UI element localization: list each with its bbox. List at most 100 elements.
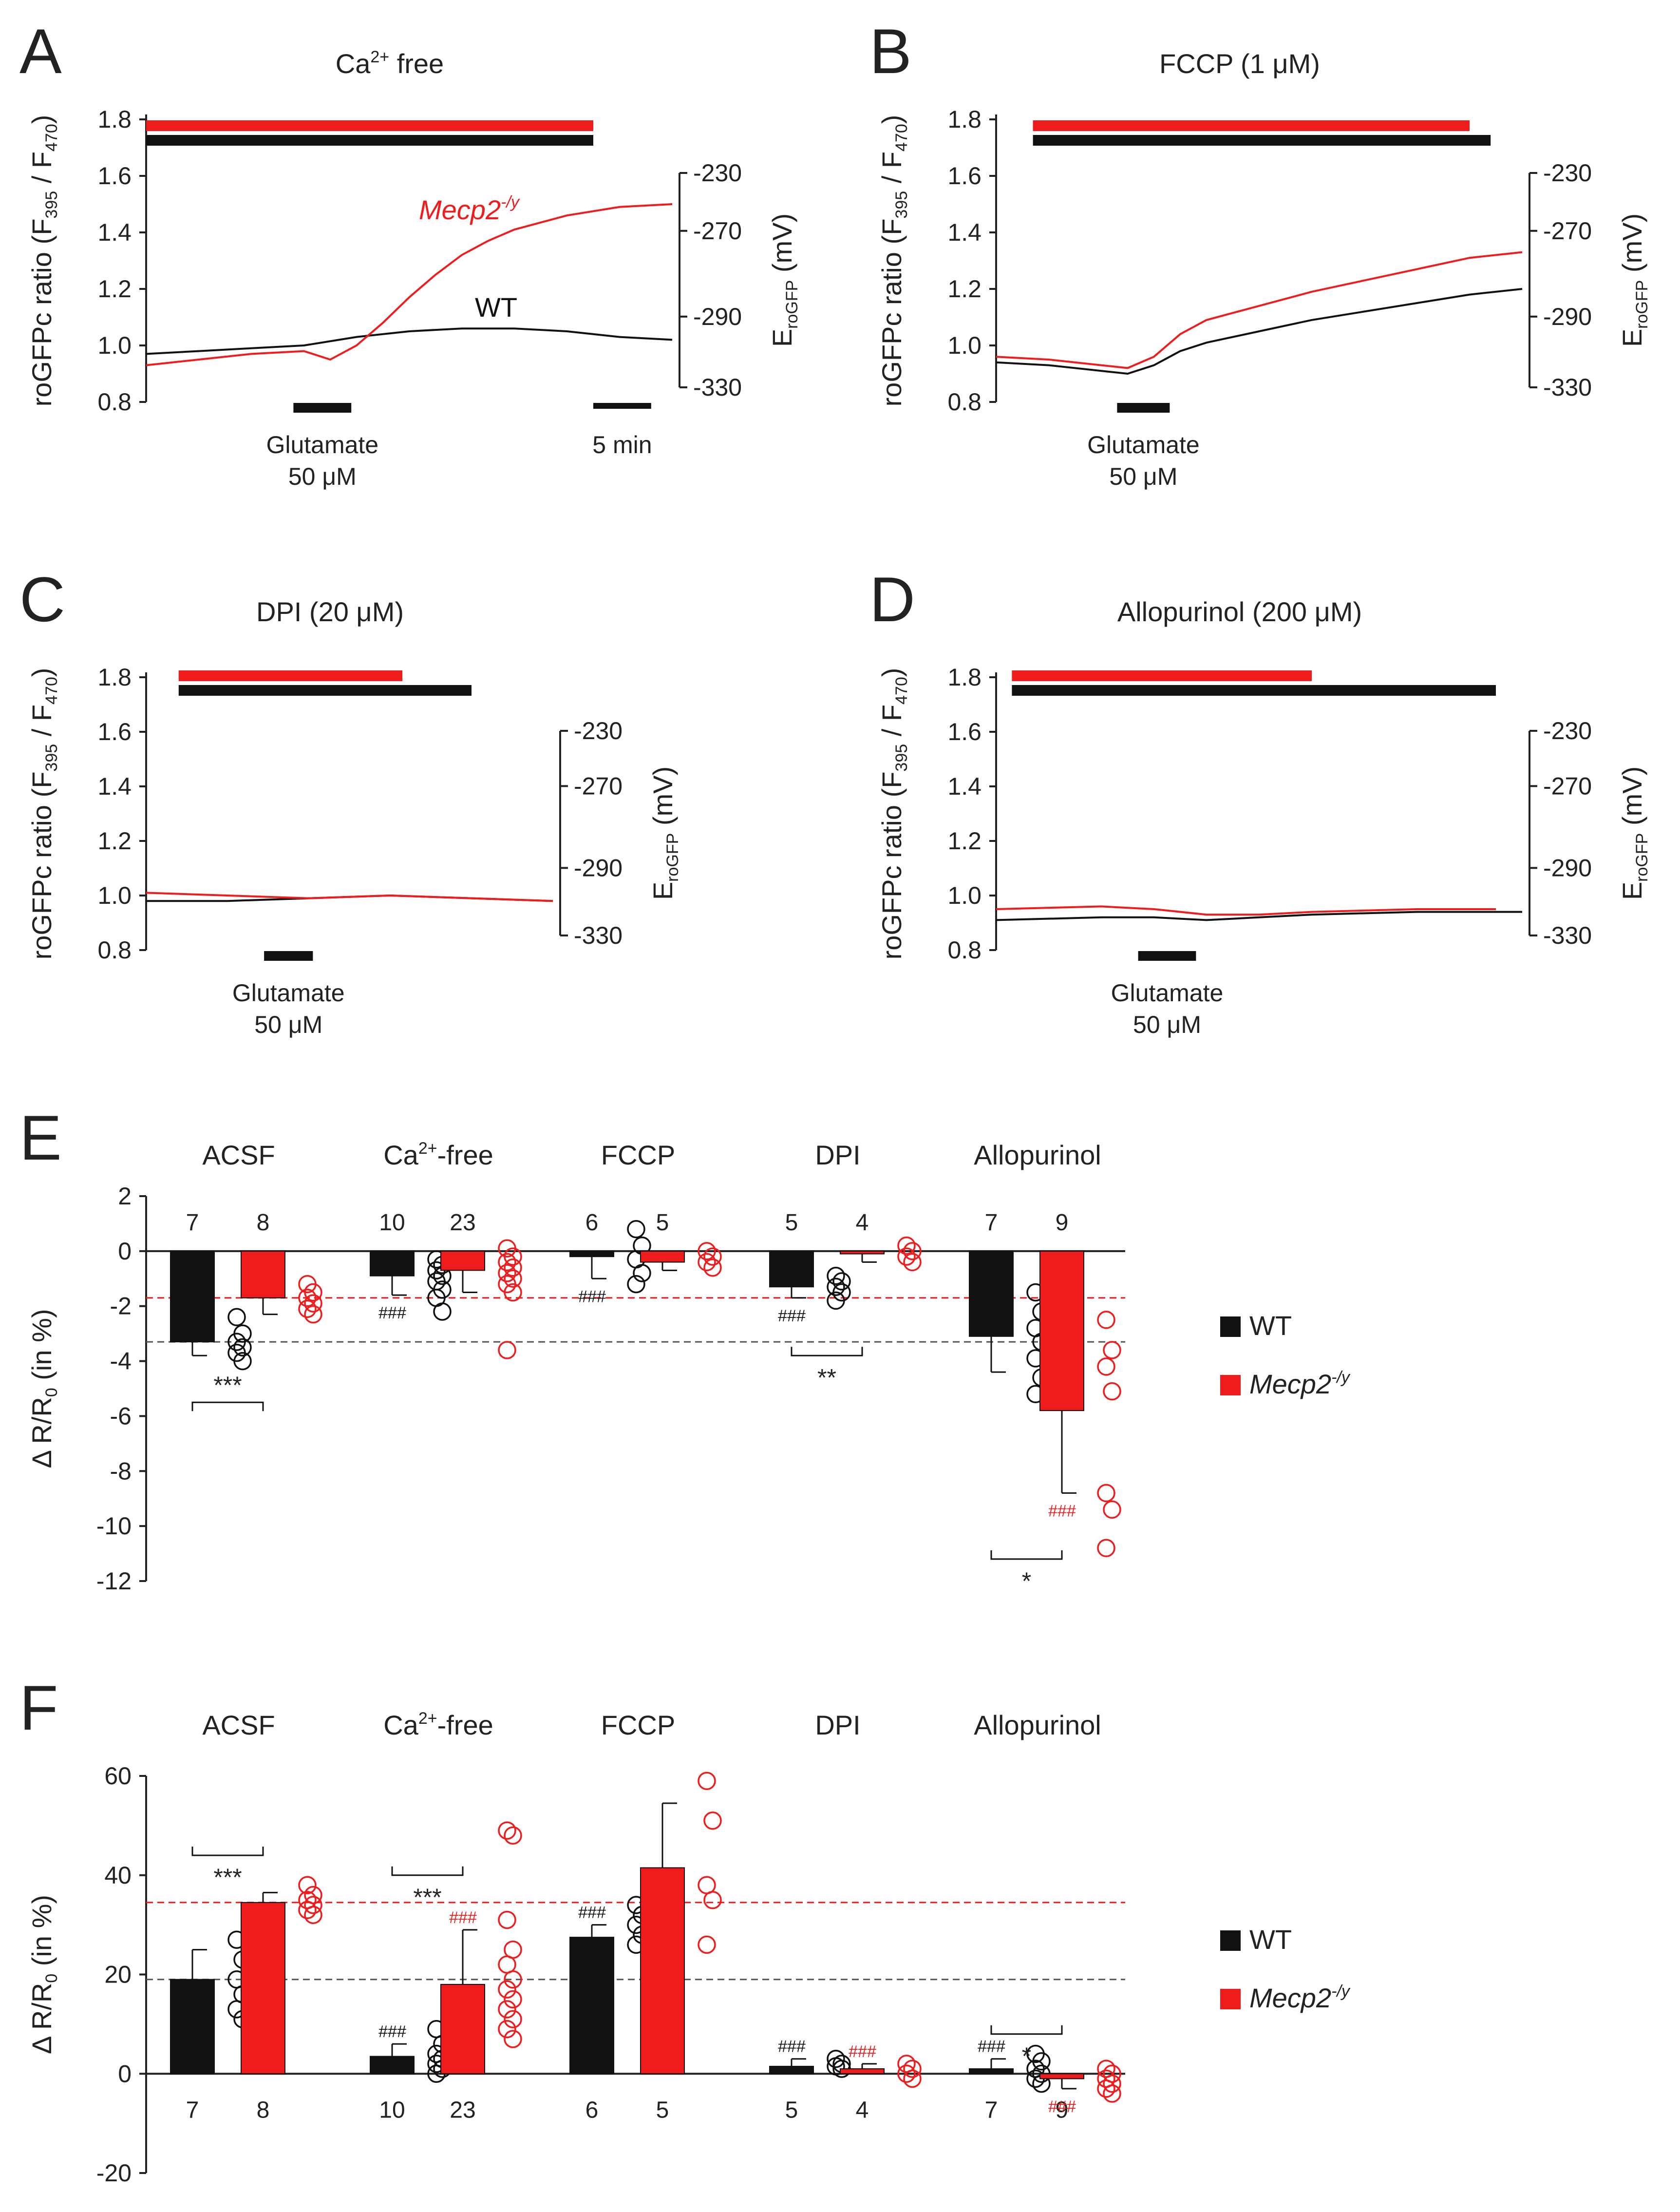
condition-title: Ca2+ free bbox=[336, 48, 444, 79]
significance-bracket bbox=[191, 1847, 264, 1856]
y-tick-label: 20 bbox=[104, 1961, 132, 1988]
mecp2-data-point bbox=[504, 1970, 522, 1989]
legend-mecp2-sup: -/y bbox=[1331, 1982, 1351, 2001]
wt-trace bbox=[146, 327, 673, 355]
mecp2-bar bbox=[1039, 2073, 1084, 2079]
wt-significance-hash: ### bbox=[378, 1304, 407, 1322]
right-tick-label: -290 bbox=[574, 854, 623, 881]
condition-base: FCCP (1 μM) bbox=[1159, 48, 1320, 79]
significance-bracket bbox=[990, 1550, 1063, 1560]
right-tick-label: -270 bbox=[693, 217, 742, 245]
wt-bar bbox=[170, 1979, 215, 2075]
legend-mecp2-sup: -/y bbox=[1331, 1368, 1351, 1387]
group-allopurinol: Allopurinol 7 9 ### * bbox=[969, 1140, 1121, 1595]
y-tick-label: 1.8 bbox=[947, 106, 982, 133]
mecp2-n-label: 4 bbox=[856, 2097, 869, 2123]
ylabel-end: ) bbox=[26, 115, 57, 124]
group-label: ACSF bbox=[202, 1710, 275, 1740]
wt-data-point bbox=[832, 1272, 851, 1291]
mecp2-trace bbox=[996, 251, 1523, 369]
y-tick-label: 1.0 bbox=[947, 882, 982, 909]
significance-label: *** bbox=[213, 1864, 242, 1891]
mecp2-bar bbox=[840, 1250, 885, 1255]
mecp2-data-point bbox=[498, 1910, 516, 1929]
mecp2-data-point bbox=[903, 2059, 922, 2078]
y-tick-label: 1.2 bbox=[97, 275, 132, 303]
wt-trace bbox=[996, 288, 1523, 375]
panel-letter: A bbox=[19, 16, 62, 87]
mecp2-data-point bbox=[698, 1242, 716, 1260]
mecp2-n-label: 8 bbox=[257, 2097, 270, 2123]
mecp2-data-point bbox=[903, 1253, 922, 1272]
right-axis-title: EroGFP (mV) bbox=[767, 213, 801, 347]
trace-label-text: WT bbox=[475, 292, 517, 323]
legend-wt-label: WT bbox=[1249, 1924, 1292, 1955]
mecp2-application-bar bbox=[178, 670, 403, 681]
mecp2-data-point bbox=[298, 1901, 317, 1919]
trace-panel-c: C DPI (20 μM) 1.8 1.6 1.4 1.2 1.0 0.8 roGFPc rat… bbox=[19, 564, 682, 1038]
wt-bar bbox=[569, 1250, 614, 1258]
y-tick-label: 1.6 bbox=[97, 718, 132, 745]
group-label-base: ACSF bbox=[202, 1140, 275, 1170]
condition-rest: free bbox=[389, 48, 444, 79]
right-tick-label: -230 bbox=[574, 717, 623, 744]
condition-sup: 2+ bbox=[370, 48, 389, 66]
significance-bracket bbox=[391, 1866, 464, 1876]
significance-bracket bbox=[990, 2025, 1063, 2035]
y-tick-label: 1.2 bbox=[97, 827, 132, 855]
y-tick-label: 1.6 bbox=[97, 162, 132, 190]
wt-data-point bbox=[233, 1352, 252, 1371]
right-label-sub: roGFP bbox=[1633, 280, 1651, 329]
mecp2-data-point bbox=[1097, 2079, 1115, 2098]
wt-n-label: 5 bbox=[785, 1210, 798, 1236]
group-label: DPI bbox=[815, 1140, 860, 1170]
wt-n-label: 10 bbox=[379, 1210, 405, 1236]
significance-label: * bbox=[1022, 2042, 1031, 2070]
ylabel-end: (in %) bbox=[26, 1895, 57, 1974]
y-tick-label: 1.8 bbox=[947, 664, 982, 691]
mecp2-bar bbox=[840, 2068, 885, 2075]
y-tick-label: 1.2 bbox=[947, 275, 982, 303]
y-tick-label: 1.0 bbox=[97, 332, 132, 359]
right-tick-label: -290 bbox=[693, 303, 742, 330]
mecp2-data-point bbox=[504, 1990, 522, 2009]
condition-title: FCCP (1 μM) bbox=[1159, 48, 1320, 79]
right-label-sub: roGFP bbox=[1633, 833, 1651, 882]
glutamate-concentration: 50 μM bbox=[1133, 1011, 1201, 1038]
mecp2-bar bbox=[440, 1250, 485, 1271]
group-label-base: DPI bbox=[815, 1710, 860, 1740]
mecp2-data-point bbox=[504, 1283, 522, 1302]
right-label-sub: roGFP bbox=[663, 833, 682, 882]
right-tick-label: -330 bbox=[693, 374, 742, 401]
wt-n-label: 7 bbox=[985, 2097, 998, 2123]
mecp2-data-point bbox=[897, 2064, 916, 2083]
mecp2-data-point bbox=[304, 1896, 322, 1914]
mecp2-n-label: 8 bbox=[257, 1210, 270, 1236]
y-tick-label: 60 bbox=[104, 1762, 132, 1790]
wt-significance-hash: ### bbox=[978, 2038, 1006, 2056]
mecp2-n-label: 23 bbox=[450, 2097, 475, 2123]
y-tick-label: 0.8 bbox=[97, 936, 132, 964]
group-dpi: DPI 5 ### 4 ** bbox=[769, 1140, 922, 1391]
glutamate-concentration: 50 μM bbox=[254, 1011, 322, 1038]
legend-mecp2-swatch bbox=[1220, 1989, 1241, 2009]
wt-significance-hash: ### bbox=[378, 2022, 407, 2041]
right-label-base: E bbox=[1617, 329, 1647, 347]
significance-label: *** bbox=[413, 1884, 441, 1911]
group-acsf: ACSF 7 8 *** bbox=[170, 1140, 322, 1411]
group-label: ACSF bbox=[202, 1140, 275, 1170]
significance-label: *** bbox=[213, 1372, 242, 1399]
ylabel-main: Δ R/R bbox=[26, 1397, 57, 1468]
ylabel-sub: 0 bbox=[42, 1974, 61, 1983]
y-tick-label: 0.8 bbox=[947, 936, 982, 964]
y-tick-label: 1.6 bbox=[947, 162, 982, 190]
group-label: Allopurinol bbox=[974, 1140, 1101, 1170]
group-fccp: FCCP 6 ### 5 bbox=[569, 1140, 722, 1306]
mecp2-data-point bbox=[498, 2020, 516, 2039]
mecp2-data-point bbox=[498, 1980, 516, 1999]
mecp2-significance-hash: ### bbox=[1048, 1502, 1076, 1520]
wt-data-point bbox=[827, 1291, 845, 1310]
trace-label-wt: WT bbox=[475, 292, 517, 323]
ylabel-sub2: 470 bbox=[892, 124, 911, 152]
condition-base: DPI (20 μM) bbox=[256, 596, 404, 627]
